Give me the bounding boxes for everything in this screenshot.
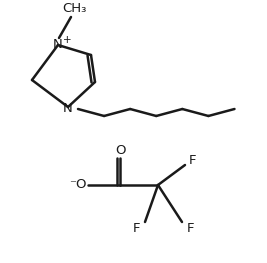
Text: N: N: [53, 38, 63, 52]
Text: O: O: [115, 144, 125, 156]
Text: F: F: [133, 221, 141, 235]
Text: ⁻O: ⁻O: [69, 179, 87, 191]
Text: N: N: [63, 103, 73, 115]
Text: CH₃: CH₃: [62, 3, 86, 16]
Text: F: F: [189, 154, 197, 166]
Text: F: F: [186, 221, 194, 235]
Text: +: +: [63, 35, 71, 45]
